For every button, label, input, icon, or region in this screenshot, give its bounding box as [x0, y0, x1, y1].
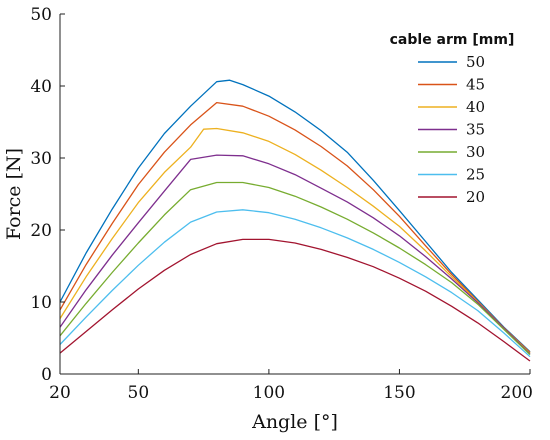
x-axis-title: Angle [°]	[251, 411, 338, 433]
legend-label-45: 45	[466, 76, 485, 94]
series-line-25	[59, 209, 531, 358]
x-tick-label: 100	[253, 383, 285, 403]
legend-label-50: 50	[466, 53, 485, 71]
y-tick-label: 0	[41, 365, 52, 385]
y-tick-label: 50	[30, 5, 52, 25]
y-tick-label: 10	[30, 293, 52, 313]
ticks: 0 10 20 30 40 50 20 50 100 150 200	[30, 5, 533, 403]
x-tick-label: 20	[49, 383, 71, 403]
y-axis-title: Force [N]	[3, 148, 25, 240]
legend-label-40: 40	[466, 98, 485, 116]
x-tick-label: 50	[128, 383, 150, 403]
series-line-40	[59, 127, 531, 354]
series-line-35	[59, 154, 531, 355]
legend-title: cable arm [mm]	[390, 32, 515, 48]
x-tick-label: 150	[383, 383, 415, 403]
series-line-30	[59, 181, 531, 356]
legend-label-25: 25	[466, 166, 485, 184]
series-line-45	[59, 101, 531, 353]
y-tick-label: 30	[30, 149, 52, 169]
y-tick-label: 20	[30, 221, 52, 241]
y-tick-label: 40	[30, 77, 52, 97]
plot-lines	[59, 79, 531, 362]
series-line-20	[59, 238, 531, 362]
legend-label-20: 20	[466, 188, 485, 206]
axes	[59, 14, 530, 375]
legend: cable arm [mm] 50 45 40 35 30 25 20	[390, 32, 515, 206]
legend-label-30: 30	[466, 143, 485, 161]
series-line-50	[59, 79, 531, 353]
legend-label-35: 35	[466, 121, 485, 139]
x-tick-label: 200	[501, 383, 533, 403]
